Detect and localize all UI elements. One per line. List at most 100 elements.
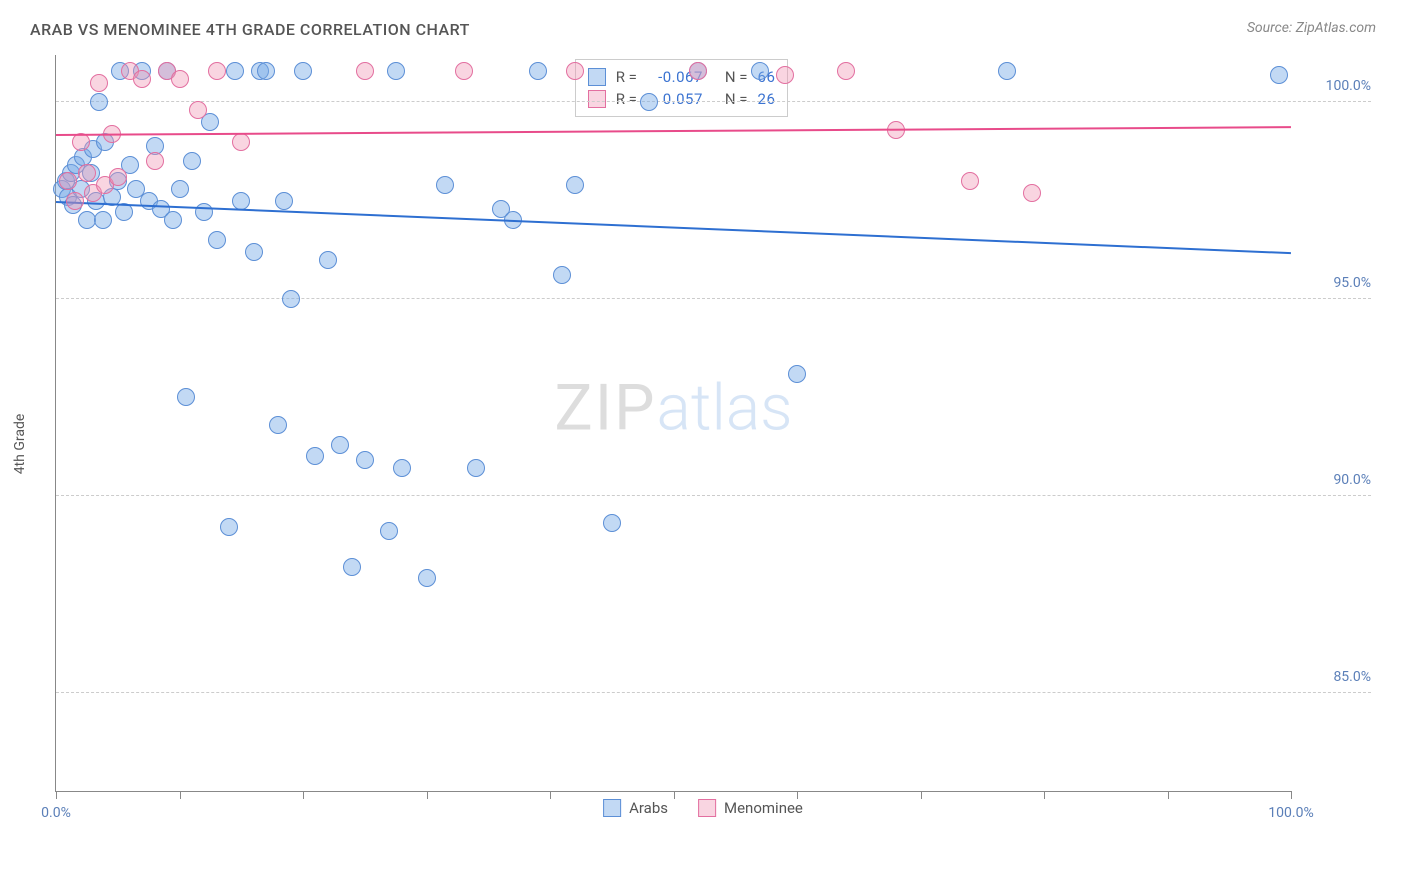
- data-point: [1023, 184, 1041, 202]
- data-point: [245, 243, 263, 261]
- chart-title: ARAB VS MENOMINEE 4TH GRADE CORRELATION …: [30, 20, 470, 39]
- data-point: [94, 211, 112, 229]
- gridline: [56, 692, 1371, 693]
- legend-label: Arabs: [629, 799, 668, 817]
- gridline: [56, 101, 1371, 102]
- data-point: [640, 93, 658, 111]
- legend-swatch: [588, 68, 606, 86]
- x-tick: [303, 791, 304, 799]
- data-point: [115, 203, 133, 221]
- data-point: [208, 231, 226, 249]
- data-point: [269, 416, 287, 434]
- data-point: [59, 172, 77, 190]
- data-point: [275, 192, 293, 210]
- y-tick-label: 85.0%: [1301, 669, 1371, 685]
- data-point: [146, 152, 164, 170]
- x-tick: [1044, 791, 1045, 799]
- x-tick: [921, 791, 922, 799]
- r-label: R =: [616, 68, 637, 86]
- data-point: [356, 451, 374, 469]
- n-label: N =: [725, 90, 748, 108]
- data-point: [220, 518, 238, 536]
- y-tick-label: 100.0%: [1301, 78, 1371, 94]
- data-point: [133, 70, 151, 88]
- data-point: [90, 74, 108, 92]
- data-point: [837, 62, 855, 80]
- x-tick: [180, 791, 181, 799]
- x-tick: [674, 791, 675, 799]
- data-point: [306, 447, 324, 465]
- data-point: [356, 62, 374, 80]
- header: ARAB VS MENOMINEE 4TH GRADE CORRELATION …: [0, 0, 1406, 49]
- data-point: [751, 62, 769, 80]
- chart-area: 4th Grade ZIPatlas R =-0.067N =66R = 0.0…: [30, 55, 1376, 832]
- data-point: [566, 176, 584, 194]
- legend-row: R = 0.057N =26: [588, 88, 776, 110]
- data-point: [455, 62, 473, 80]
- data-point: [294, 62, 312, 80]
- data-point: [343, 558, 361, 576]
- legend-swatch: [588, 90, 606, 108]
- x-tick: [1168, 791, 1169, 799]
- data-point: [282, 290, 300, 308]
- data-point: [226, 62, 244, 80]
- x-tick: [550, 791, 551, 799]
- x-tick: [56, 791, 57, 799]
- x-tick-label: 100.0%: [1268, 805, 1313, 821]
- data-point: [331, 436, 349, 454]
- data-point: [189, 101, 207, 119]
- data-point: [776, 66, 794, 84]
- data-point: [232, 192, 250, 210]
- data-point: [788, 365, 806, 383]
- data-point: [380, 522, 398, 540]
- legend-item: Arabs: [603, 799, 668, 817]
- data-point: [529, 62, 547, 80]
- data-point: [393, 459, 411, 477]
- data-point: [66, 192, 84, 210]
- x-tick: [427, 791, 428, 799]
- n-label: N =: [725, 68, 748, 86]
- n-value: 26: [758, 90, 776, 108]
- watermark-atlas: atlas: [657, 371, 793, 446]
- data-point: [467, 459, 485, 477]
- gridline: [56, 495, 1371, 496]
- data-point: [208, 62, 226, 80]
- data-point: [78, 164, 96, 182]
- watermark-zip: ZIP: [554, 371, 656, 446]
- legend-swatch: [698, 799, 716, 817]
- data-point: [689, 62, 707, 80]
- data-point: [90, 93, 108, 111]
- data-point: [418, 569, 436, 587]
- data-point: [164, 211, 182, 229]
- legend-swatch: [603, 799, 621, 817]
- data-point: [387, 62, 405, 80]
- legend-item: Menominee: [698, 799, 803, 817]
- data-point: [177, 388, 195, 406]
- data-point: [232, 133, 250, 151]
- plot-area: ZIPatlas R =-0.067N =66R = 0.057N =26 85…: [55, 55, 1291, 792]
- trend-line: [56, 126, 1291, 136]
- gridline: [56, 298, 1371, 299]
- data-point: [436, 176, 454, 194]
- data-point: [257, 62, 275, 80]
- data-point: [171, 180, 189, 198]
- watermark: ZIPatlas: [554, 371, 792, 446]
- data-point: [319, 251, 337, 269]
- source-label: Source: ZipAtlas.com: [1247, 20, 1376, 36]
- data-point: [1270, 66, 1288, 84]
- data-point: [553, 266, 571, 284]
- data-point: [566, 62, 584, 80]
- y-tick-label: 95.0%: [1301, 275, 1371, 291]
- data-point: [109, 168, 127, 186]
- x-tick: [797, 791, 798, 799]
- r-label: R =: [616, 90, 637, 108]
- data-point: [961, 172, 979, 190]
- x-tick: [1291, 791, 1292, 799]
- y-tick-label: 90.0%: [1301, 472, 1371, 488]
- data-point: [183, 152, 201, 170]
- x-tick-label: 0.0%: [41, 805, 71, 821]
- legend-row: R =-0.067N =66: [588, 66, 776, 88]
- y-axis-label: 4th Grade: [12, 413, 28, 474]
- data-point: [171, 70, 189, 88]
- data-point: [998, 62, 1016, 80]
